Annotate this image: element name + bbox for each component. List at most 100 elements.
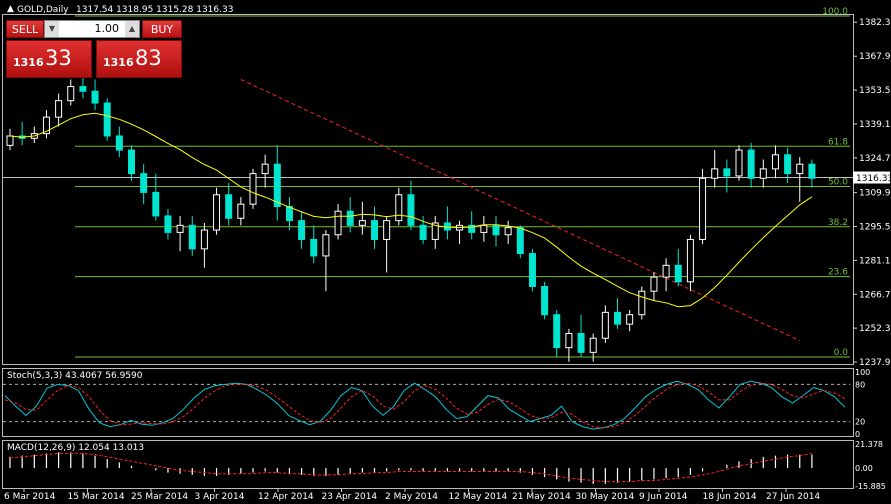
sell-price-button[interactable]: 1316 33 [6, 40, 92, 78]
pane-frame [2, 14, 854, 365]
price-tick-label: 1339.10 [859, 120, 891, 130]
candle-body [261, 163, 269, 175]
candle-body [273, 163, 281, 208]
buy-price-button[interactable]: 1316 83 [96, 40, 182, 78]
candle-body [468, 224, 476, 233]
candle-body [735, 149, 743, 177]
sell-price-prefix: 1316 [13, 56, 44, 69]
candle-body [383, 220, 391, 240]
candle-body [42, 116, 50, 135]
chart-triangle-icon: ▲ [7, 4, 14, 14]
time-tick-label: 30 May 2014 [576, 492, 635, 502]
candle-body [358, 220, 366, 226]
candle-body [626, 314, 634, 325]
candle-body [6, 135, 14, 146]
candle-body [541, 285, 549, 316]
sell-button[interactable]: SELL [6, 20, 44, 38]
fib-level-label: 100.0 [822, 7, 848, 17]
candle-body [419, 224, 427, 240]
candle-body [662, 264, 670, 278]
candle-body [249, 173, 257, 205]
stoch-tick-label: 0 [855, 430, 860, 439]
time-tick-label: 3 Apr 2014 [195, 492, 245, 502]
buy-price-prefix: 1316 [103, 56, 134, 69]
lot-size-field[interactable]: ▼ 1.00 ▲ [44, 20, 140, 38]
lot-increase-icon[interactable]: ▲ [125, 21, 139, 37]
price-tick-label: 1324.70 [859, 154, 891, 164]
candle-body [55, 100, 63, 118]
candle-body [298, 220, 306, 240]
candle-body [492, 224, 500, 236]
stochastic-pane [3, 380, 850, 430]
time-tick-label: 27 Jun 2014 [766, 492, 820, 502]
axis-layer: 1382.35 1367.90 1353.50 1339.10 1324.70 1309.… [2, 14, 891, 502]
candle-body [213, 194, 221, 231]
candle-body [711, 168, 719, 179]
price-tick-label: 1382.35 [859, 18, 891, 28]
candle-body [200, 229, 208, 250]
stoch-tick-label: 100 [855, 368, 870, 377]
fib-level-label: 61.8 [828, 137, 848, 147]
candle-body [565, 333, 573, 349]
candle-body [796, 163, 804, 175]
candles-layer [6, 70, 816, 362]
macd-title: MACD(12,26,9) 12.054 13.013 [7, 443, 144, 453]
stoch-signal-line [4, 382, 846, 429]
current-price-marker [853, 171, 890, 184]
time-tick-label: 2 May 2014 [385, 492, 438, 502]
candle-body [674, 264, 682, 283]
lot-size-value[interactable]: 1.00 [94, 22, 120, 35]
candle-body [395, 194, 403, 222]
fib-level-label: 23.6 [828, 268, 848, 278]
fib-level-label: 38.2 [828, 218, 848, 228]
macd-signal-line [9, 452, 812, 483]
pane-frame [2, 368, 854, 437]
price-tick-label: 1367.90 [859, 52, 891, 62]
candle-body [115, 135, 123, 151]
fib-level-label: 0.0 [834, 348, 849, 358]
stoch-title: Stoch(5,3,3) 43.4067 56.9590 [7, 371, 143, 381]
candle-body [67, 86, 75, 102]
stoch-tick-label: 80 [855, 380, 865, 389]
current-price-label: 1316.33 [856, 174, 891, 184]
candle-body [504, 227, 512, 236]
candle-body [176, 224, 184, 233]
trendline [240, 79, 800, 342]
time-tick-label: 18 Jun 2014 [703, 492, 757, 502]
time-tick-label: 6 Mar 2014 [4, 492, 56, 502]
candle-body [759, 168, 767, 179]
candle-body [589, 337, 597, 353]
macd-pane [9, 452, 813, 484]
candle-body [480, 224, 488, 233]
candle-body [188, 224, 196, 250]
candle-body [103, 102, 111, 137]
lot-decrease-icon[interactable]: ▼ [45, 21, 59, 37]
candle-body [808, 163, 816, 179]
candle-body [285, 206, 293, 222]
candle-body [346, 210, 354, 226]
candle-body [699, 177, 707, 240]
time-tick-label: 12 May 2014 [449, 492, 508, 502]
time-tick-label: 23 Apr 2014 [322, 492, 378, 502]
price-tick-label: 1295.50 [859, 223, 891, 233]
time-tick-label: 21 May 2014 [512, 492, 571, 502]
candle-body [516, 227, 524, 255]
candle-body [152, 191, 160, 217]
candle-body [407, 194, 415, 226]
candle-body [225, 194, 233, 219]
candle-body [650, 276, 658, 292]
price-tick-label: 1353.50 [859, 86, 891, 96]
chart-ohlc: 1317.54 1318.95 1315.28 1316.33 [76, 5, 233, 15]
candle-body [79, 86, 87, 92]
pane-frame [2, 440, 854, 489]
buy-button[interactable]: BUY [142, 20, 182, 38]
price-tick-label: 1309.90 [859, 189, 891, 199]
stoch-tick-label: 20 [855, 418, 865, 427]
candle-body [771, 154, 779, 170]
fib-level-label: 50.0 [828, 178, 848, 188]
candle-body [784, 154, 792, 175]
candle-body [528, 253, 536, 287]
price-tick-label: 1266.70 [859, 290, 891, 300]
sell-price-main: 33 [45, 46, 72, 70]
